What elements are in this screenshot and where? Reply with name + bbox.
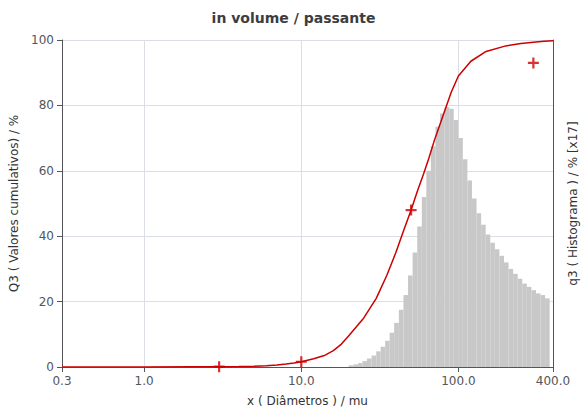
svg-text:0.3: 0.3	[52, 374, 71, 388]
svg-text:400.0: 400.0	[536, 374, 570, 388]
svg-text:Q3 ( Valores cumulativos) / %: Q3 ( Valores cumulativos) / %	[7, 115, 21, 293]
svg-text:x ( Diâmetros ) / mu: x ( Diâmetros ) / mu	[247, 394, 368, 408]
svg-text:20: 20	[39, 295, 54, 309]
svg-text:1.0: 1.0	[135, 374, 154, 388]
svg-text:q3 ( Histograma ) / % [x17]: q3 ( Histograma ) / % [x17]	[566, 121, 580, 285]
svg-text:100: 100	[31, 33, 54, 47]
svg-text:80: 80	[39, 98, 54, 112]
svg-text:0: 0	[46, 360, 54, 374]
svg-text:40: 40	[39, 229, 54, 243]
svg-text:60: 60	[39, 164, 54, 178]
svg-text:10.0: 10.0	[288, 374, 315, 388]
svg-text:in volume / passante: in volume / passante	[212, 10, 376, 26]
svg-text:100.0: 100.0	[441, 374, 475, 388]
